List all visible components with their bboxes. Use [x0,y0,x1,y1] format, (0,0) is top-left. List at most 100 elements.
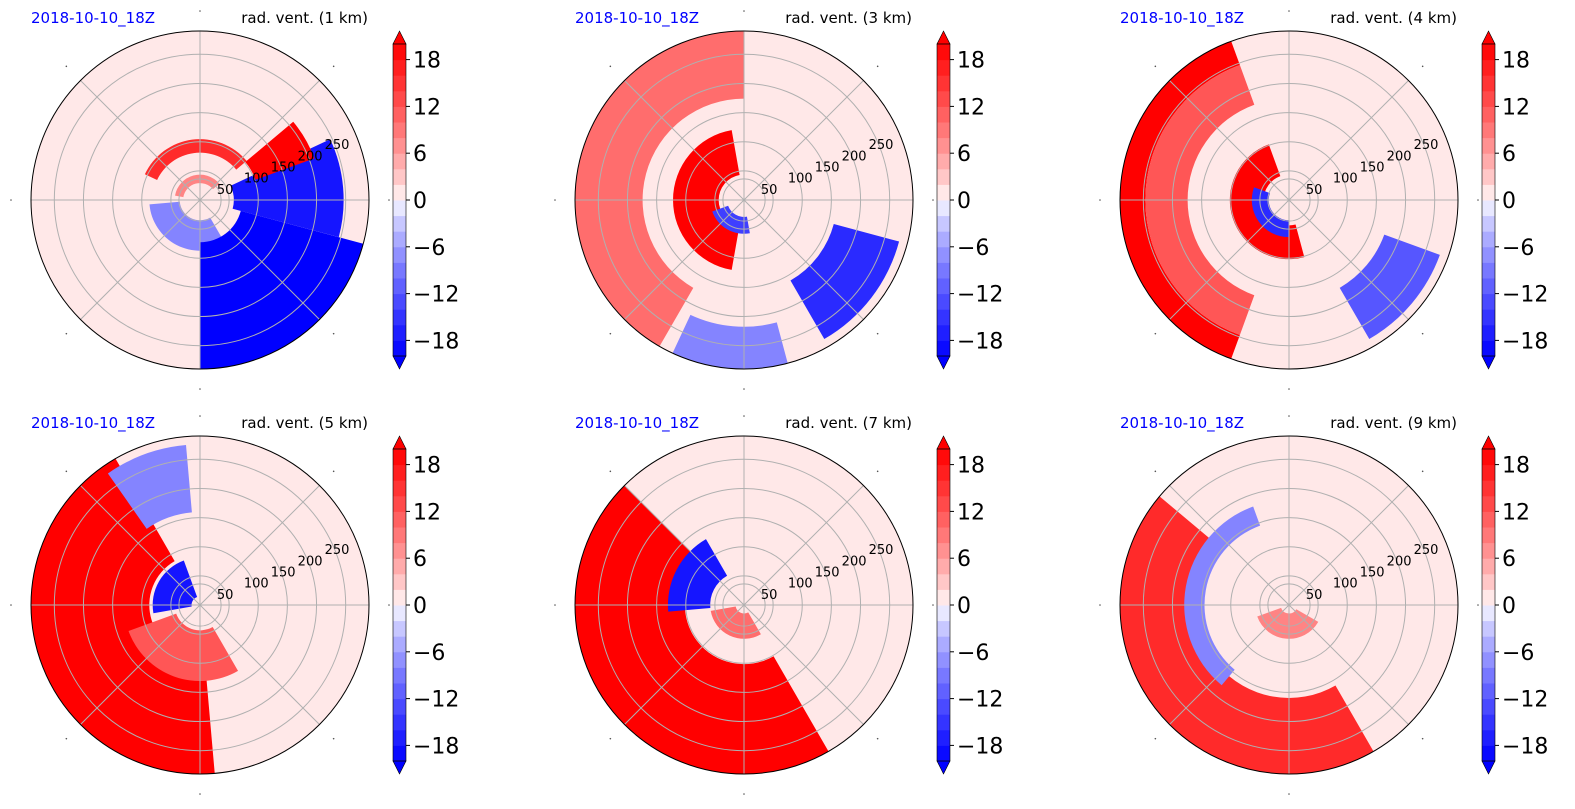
colorbar-level [393,527,406,544]
colorbar-level [937,246,950,263]
colorbar-extend-min [936,760,951,775]
colorbar-tick-label: 18 [957,49,985,74]
field-features [1120,41,1440,359]
colorbar-level [393,745,406,762]
colorbar-tick-label: 12 [957,95,985,120]
colorbar-level [937,605,950,622]
colorbar-tick-label: −12 [1502,688,1548,713]
colorbar-level [1482,698,1495,715]
grid-spoke [743,604,864,725]
colorbar-tick-label: 12 [957,500,985,525]
colorbar-level [1482,278,1495,295]
angular-tick [65,737,68,740]
colorbar: 18 12 6 0 −6 −12 −18 [392,30,459,370]
colorbar-tick-label: 12 [1502,500,1530,525]
colorbar-level [937,683,950,700]
field-feature-4 [200,210,364,369]
angular-tick [1288,415,1290,417]
angular-tick [1154,737,1157,740]
colorbar-tick-label: −6 [957,641,989,666]
colorbar-level [393,246,406,263]
field-feature-3 [152,560,198,614]
angular-tick [1477,604,1479,606]
radial-tick-label: 100 [788,577,813,592]
colorbar-level [1482,636,1495,653]
angular-tick [1421,470,1424,473]
colorbar-level [1482,200,1495,217]
colorbar-extend-max [392,30,407,45]
colorbar-level [1482,293,1495,310]
colorbar-tick-label: 0 [957,594,971,619]
colorbar-level [393,589,406,606]
grid-spoke [624,485,745,606]
grid-spoke [199,199,320,320]
angular-tick [932,199,934,201]
colorbar-level [1482,605,1495,622]
radial-tick-label: 100 [244,172,269,187]
colorbar-extend-min [392,355,407,370]
colorbar-tick-label: −6 [957,236,989,261]
panel-title: rad. vent. (4 km) [1330,9,1457,27]
radial-tick-label: 150 [815,566,840,581]
angular-tick [743,10,745,12]
colorbar-level [937,480,950,497]
colorbar-tick-label: 6 [957,142,971,167]
colorbar-level [937,729,950,746]
colorbar-level [393,573,406,590]
grid-spoke [1288,80,1409,201]
colorbar-extend-max [1481,435,1496,450]
colorbar-level [393,231,406,248]
colorbar-level [393,698,406,715]
colorbar-level [937,44,950,61]
colorbar-level [937,278,950,295]
colorbar-level [1482,729,1495,746]
colorbar-level [393,558,406,575]
colorbar-level [937,90,950,107]
colorbar-tick-label: 6 [1502,142,1516,167]
field-feature-2 [128,613,239,682]
field-feature-2 [1145,65,1255,335]
grid-spoke [1169,604,1290,725]
grid-spoke [743,80,864,201]
colorbar-tick-label: 0 [413,594,427,619]
colorbar-tick-label: −18 [957,734,1003,759]
field-feature-3 [712,205,750,234]
radial-tick-label: 50 [1306,588,1323,603]
radial-tick-label: 200 [842,554,867,569]
colorbar-level [393,464,406,481]
colorbar-level [1482,449,1495,466]
radial-tick-label: 250 [1414,543,1439,558]
colorbar-level [1482,262,1495,279]
radial-tick-label: 50 [761,588,778,603]
angular-tick [332,332,335,335]
angular-tick [743,793,745,795]
polar-frame [30,435,370,775]
colorbar-level [937,340,950,357]
colorbar-level [937,168,950,185]
date-label: 2018-10-10_18Z [575,9,699,28]
colorbar-level [1482,324,1495,341]
colorbar-level [937,558,950,575]
colorbar-level [1482,480,1495,497]
radial-tick-label: 50 [1306,183,1323,198]
colorbar-level [937,200,950,217]
angular-tick [1288,793,1290,795]
colorbar-tick-label: 18 [957,454,985,479]
colorbar-level [937,184,950,201]
colorbar-level [937,698,950,715]
field-features [575,31,900,369]
colorbar-level [1482,573,1495,590]
colorbar-tick-label: 6 [1502,547,1516,572]
colorbar-level [393,683,406,700]
colorbar-tick-label: 6 [957,547,971,572]
colorbar-level [937,137,950,154]
angular-tick [1288,10,1290,12]
radial-tick-label: 150 [271,161,296,176]
grid-spoke [1288,604,1409,725]
field-features [31,445,239,774]
